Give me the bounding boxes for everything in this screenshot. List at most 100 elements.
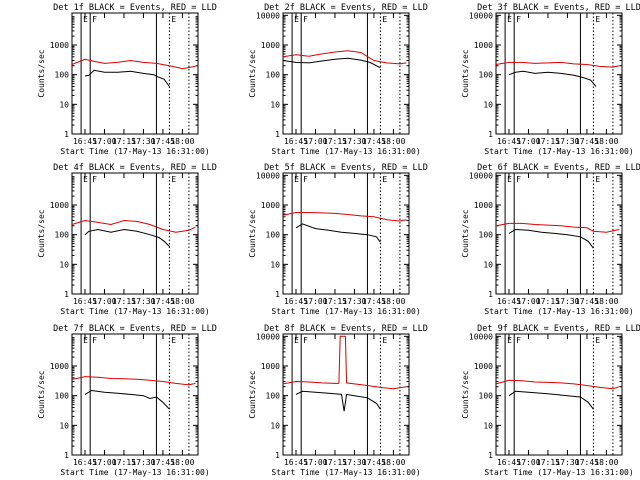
marker-label: E <box>595 15 600 24</box>
marker-label: E <box>294 336 299 345</box>
marker-label: E <box>171 175 176 184</box>
x-tick-label: 16:45 <box>284 297 308 306</box>
x-tick-label: 17:45 <box>151 137 175 146</box>
x-tick-label: 17:00 <box>516 297 540 306</box>
x-tick-label: 16:45 <box>497 297 521 306</box>
x-tick-label: 16:45 <box>497 458 521 467</box>
x-tick-label: 16:45 <box>73 297 97 306</box>
x-tick-label: 16:45 <box>497 137 521 146</box>
x-tick-label: 17:00 <box>92 137 116 146</box>
x-axis-label: Start Time (17-May-13 16:31:00) <box>484 147 633 156</box>
y-tick-label: 1000 <box>474 201 493 210</box>
chart-panel-det2: Det 2f BLACK = Events, RED = LLD 1 10 100 10… <box>248 3 428 156</box>
marker-label: E <box>595 336 600 345</box>
x-tick-label: 17:30 <box>555 297 579 306</box>
x-tick-label: 17:30 <box>342 458 366 467</box>
y-tick-label: 10 <box>483 421 493 430</box>
marker-label: E <box>507 336 512 345</box>
x-tick-label: 17:45 <box>151 458 175 467</box>
y-tick-label: 10 <box>270 260 280 269</box>
series-lld-line <box>282 212 407 222</box>
y-tick-label: 1000 <box>50 362 69 371</box>
y-tick-label: 100 <box>266 231 281 240</box>
x-tick-label: 17:45 <box>362 458 386 467</box>
x-tick-label: 18:00 <box>381 137 405 146</box>
y-tick-label: 1000 <box>261 362 280 371</box>
x-tick-label: 17:15 <box>536 458 560 467</box>
y-tick-label: 100 <box>55 392 70 401</box>
y-tick-label: 10000 <box>256 171 280 180</box>
y-tick-label: 100 <box>479 231 494 240</box>
x-tick-label: 17:15 <box>536 137 560 146</box>
y-tick-label: 1000 <box>474 41 493 50</box>
chart-panel-det3: Det 3f BLACK = Events, RED = LLD 1 10 100 10… <box>461 3 640 156</box>
chart-title: Det 4f BLACK = Events, RED = LLD <box>53 163 217 173</box>
y-axis-label: Counts/sec <box>248 370 257 418</box>
x-tick-label: 17:30 <box>131 137 155 146</box>
x-tick-label: 17:15 <box>112 297 136 306</box>
y-tick-label: 1 <box>64 290 69 299</box>
plot-frame <box>282 172 410 295</box>
y-axis-label: Counts/sec <box>37 370 46 418</box>
chart-title: Det 5f BLACK = Events, RED = LLD <box>264 163 428 173</box>
y-tick-label: 1 <box>488 451 493 460</box>
x-tick-label: 16:45 <box>73 458 97 467</box>
marker-label: F <box>516 175 521 184</box>
series-events-line <box>84 228 170 247</box>
x-tick-label: 18:00 <box>594 458 618 467</box>
y-axis-label: Counts/sec <box>248 209 257 257</box>
plot-frame <box>71 172 199 295</box>
y-tick-label: 1000 <box>50 201 69 210</box>
marker-label: F <box>516 336 521 345</box>
x-axis-label: Start Time (17-May-13 16:31:00) <box>60 468 209 477</box>
y-tick-label: 10 <box>270 421 280 430</box>
marker-label: E <box>83 175 88 184</box>
chart-title: Det 9f BLACK = Events, RED = LLD <box>477 324 640 334</box>
y-axis-label: Counts/sec <box>37 209 46 257</box>
chart-title: Det 7f BLACK = Events, RED = LLD <box>53 324 217 334</box>
x-tick-label: 18:00 <box>170 137 194 146</box>
marker-label: F <box>92 336 97 345</box>
y-tick-label: 1 <box>488 130 493 139</box>
marker-label: F <box>92 15 97 24</box>
y-tick-label: 10 <box>270 100 280 109</box>
y-tick-label: 10000 <box>469 11 493 20</box>
chart-title: Det 8f BLACK = Events, RED = LLD <box>264 324 428 334</box>
series-events-line <box>295 223 381 243</box>
marker-label: E <box>507 175 512 184</box>
y-axis-label: Counts/sec <box>461 370 470 418</box>
plot-frame <box>495 172 623 295</box>
series-events-line <box>508 390 594 410</box>
y-tick-label: 100 <box>55 231 70 240</box>
series-lld-line <box>282 50 407 65</box>
x-tick-label: 17:30 <box>555 458 579 467</box>
x-tick-label: 17:15 <box>112 137 136 146</box>
x-axis-label: Start Time (17-May-13 16:31:00) <box>60 147 209 156</box>
series-events-line <box>84 69 170 87</box>
chart-panel-det8: Det 8f BLACK = Events, RED = LLD 1 10 100 10… <box>248 324 428 477</box>
x-tick-label: 17:15 <box>323 297 347 306</box>
x-tick-label: 17:45 <box>575 297 599 306</box>
x-tick-label: 17:15 <box>536 297 560 306</box>
x-tick-label: 17:45 <box>362 297 386 306</box>
y-tick-label: 1 <box>275 451 280 460</box>
series-events-line <box>282 57 381 69</box>
series-lld-line <box>495 222 620 233</box>
marker-label: E <box>171 336 176 345</box>
x-tick-label: 17:45 <box>362 137 386 146</box>
marker-label: E <box>507 15 512 24</box>
marker-label: E <box>83 15 88 24</box>
x-tick-label: 16:45 <box>73 137 97 146</box>
y-tick-label: 100 <box>479 392 494 401</box>
y-tick-label: 10 <box>59 100 69 109</box>
series-events-line <box>295 390 381 412</box>
plot-frame <box>495 12 623 135</box>
x-tick-label: 17:45 <box>151 297 175 306</box>
x-tick-label: 17:00 <box>92 297 116 306</box>
x-tick-label: 17:30 <box>555 137 579 146</box>
x-tick-label: 17:15 <box>323 137 347 146</box>
marker-label: E <box>382 336 387 345</box>
series-events-line <box>508 228 594 249</box>
chart-panel-det7: Det 7f BLACK = Events, RED = LLD 1 10 100 10… <box>37 324 217 477</box>
